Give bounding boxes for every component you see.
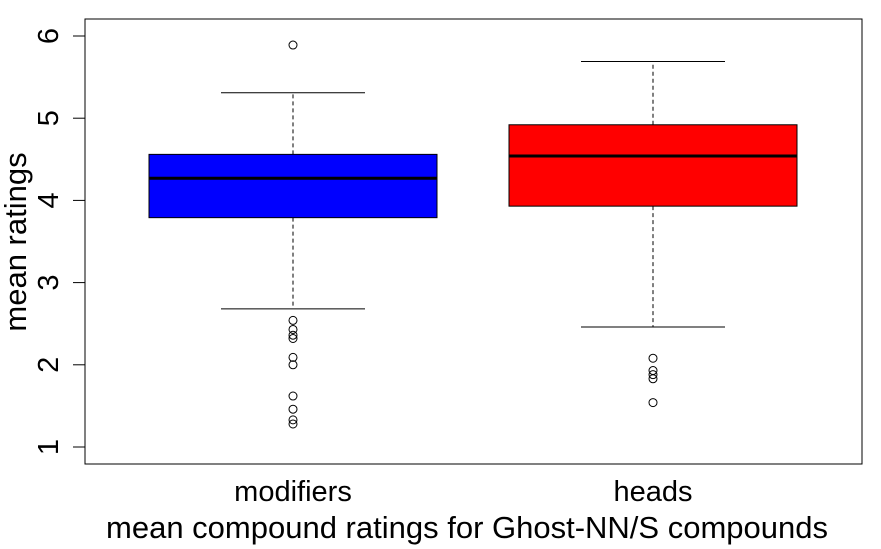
- outlier-point: [288, 324, 298, 334]
- y-tick-label: 1: [33, 439, 65, 455]
- outlier-point: [648, 353, 658, 363]
- outlier-point: [288, 415, 298, 425]
- plot-frame: [84, 18, 863, 465]
- y-axis: 1 2 3 4 5 6: [33, 28, 86, 455]
- y-tick-label: 2: [33, 357, 65, 373]
- outlier-point: [288, 330, 298, 340]
- outlier-point: [288, 352, 298, 362]
- boxes: [148, 40, 798, 429]
- iqr-box: [148, 153, 438, 219]
- x-tick-label: heads: [613, 476, 692, 508]
- y-tick-label: 3: [33, 275, 65, 291]
- outlier-point: [288, 419, 298, 429]
- box-modifiers: [148, 40, 438, 429]
- box-heads: [508, 60, 798, 408]
- x-axis-labels: modifiers heads: [234, 476, 692, 508]
- outlier-point: [288, 315, 298, 325]
- outlier-point: [288, 391, 298, 401]
- outlier-point: [648, 374, 658, 384]
- y-axis-label: mean ratings: [0, 152, 33, 331]
- outlier-point: [288, 360, 298, 370]
- y-tick-label: 4: [33, 192, 65, 208]
- y-tick-label: 6: [33, 28, 65, 44]
- outlier-point: [288, 404, 298, 414]
- iqr-box: [508, 124, 798, 207]
- outlier-point: [288, 333, 298, 343]
- y-tick-label: 5: [33, 110, 65, 126]
- outlier-point: [288, 40, 298, 50]
- outlier-point: [648, 398, 658, 408]
- x-tick-label: modifiers: [234, 476, 352, 508]
- x-axis-label: mean compound ratings for Ghost-NN/S com…: [106, 510, 828, 545]
- outlier-point: [648, 370, 658, 380]
